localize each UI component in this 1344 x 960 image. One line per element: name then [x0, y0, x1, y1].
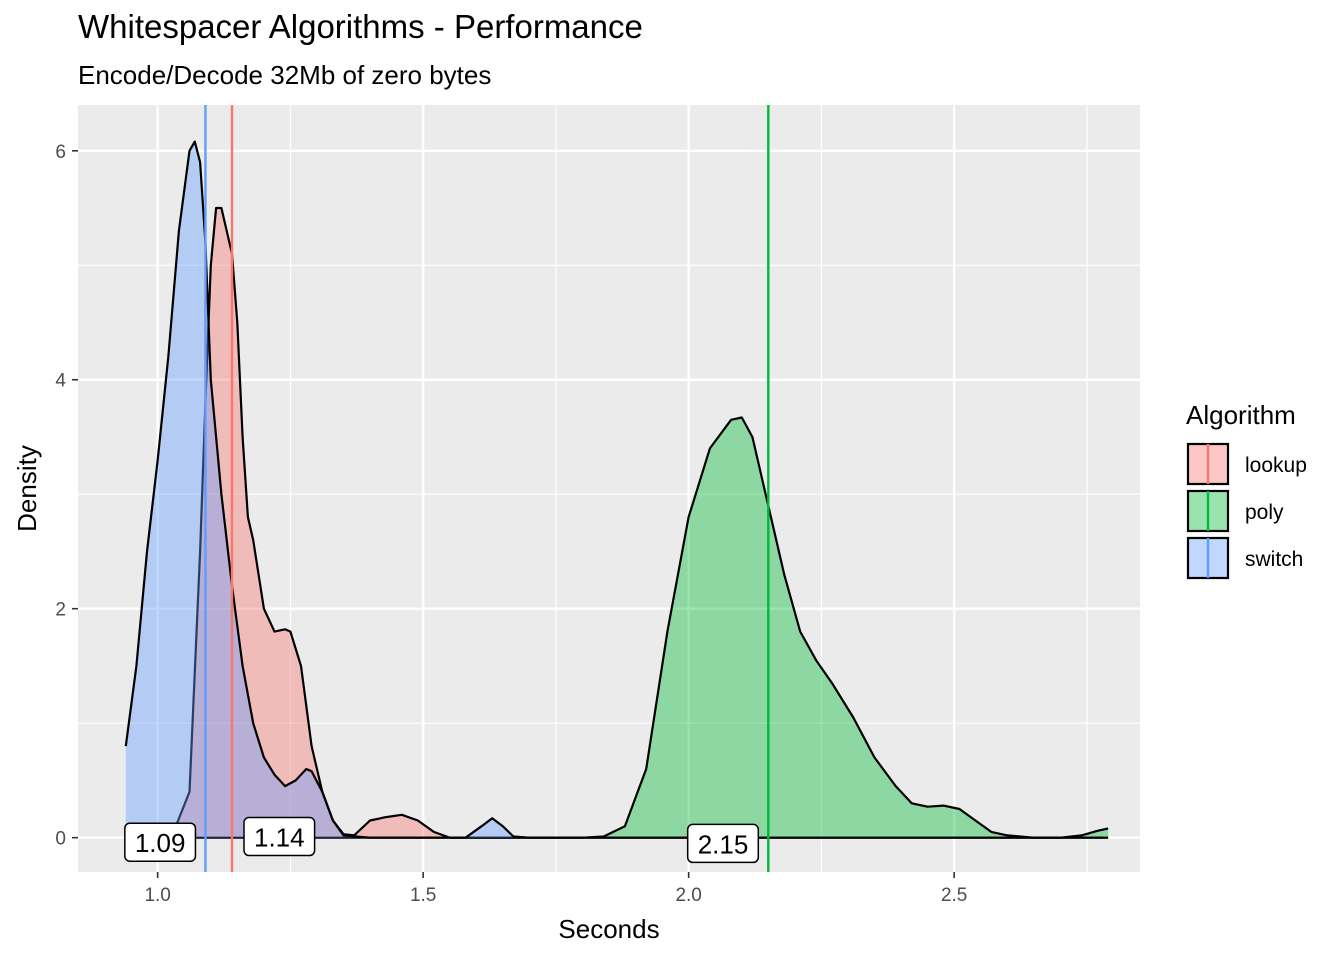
mean-label-lookup: 1.14	[243, 816, 316, 857]
x-tick-label: 2.0	[675, 885, 701, 906]
legend-label: poly	[1245, 501, 1284, 524]
density-outline-poly	[157, 416, 1109, 839]
density-outline-lookup	[157, 206, 1109, 839]
mean-label-box	[686, 823, 760, 864]
x-tick-label: 1.0	[144, 885, 170, 906]
chart-title: Whitespacer Algorithms - Performance	[78, 8, 643, 45]
mean-label-text: 1.14	[254, 823, 305, 853]
density-area-switch	[125, 141, 1109, 838]
y-tick-label: 4	[55, 371, 66, 392]
legend-item-switch: switch	[1186, 536, 1303, 580]
y-axis: 0 2 4 6	[55, 142, 78, 850]
mean-label-box	[124, 822, 197, 862]
mean-label-text: 1.09	[135, 828, 186, 858]
mean-label-text: 2.15	[698, 829, 749, 859]
minor-gridlines	[78, 105, 1140, 872]
mean-label-poly: 2.15	[686, 823, 760, 864]
y-tick-label: 6	[55, 142, 66, 163]
x-axis-title: Seconds	[558, 914, 659, 944]
x-tick-label: 2.5	[941, 885, 967, 906]
mean-label-box	[243, 816, 316, 857]
x-axis: 1.0 1.5 2.0 2.5	[144, 872, 967, 906]
x-tick-label: 1.5	[410, 885, 436, 906]
mean-label-switch: 1.09	[124, 822, 197, 862]
y-tick-label: 2	[55, 600, 66, 621]
mean-lines	[204, 105, 770, 872]
plot-panel	[78, 105, 1140, 872]
density-areas	[124, 140, 1109, 839]
y-axis-title: Density	[12, 445, 42, 532]
mean-labels: 1.14 2.15 1.09	[124, 816, 760, 864]
legend: Algorithm lookup poly switch	[1186, 400, 1307, 580]
chart-subtitle: Encode/Decode 32Mb of zero bytes	[78, 60, 492, 90]
legend-item-poly: poly	[1186, 489, 1284, 533]
legend-label: lookup	[1245, 454, 1307, 477]
legend-title: Algorithm	[1186, 400, 1296, 430]
y-tick-label: 0	[55, 829, 66, 850]
legend-item-lookup: lookup	[1186, 442, 1307, 486]
legend-label: switch	[1245, 548, 1303, 571]
density-outline-switch	[124, 140, 1109, 839]
density-area-lookup	[157, 208, 1109, 838]
